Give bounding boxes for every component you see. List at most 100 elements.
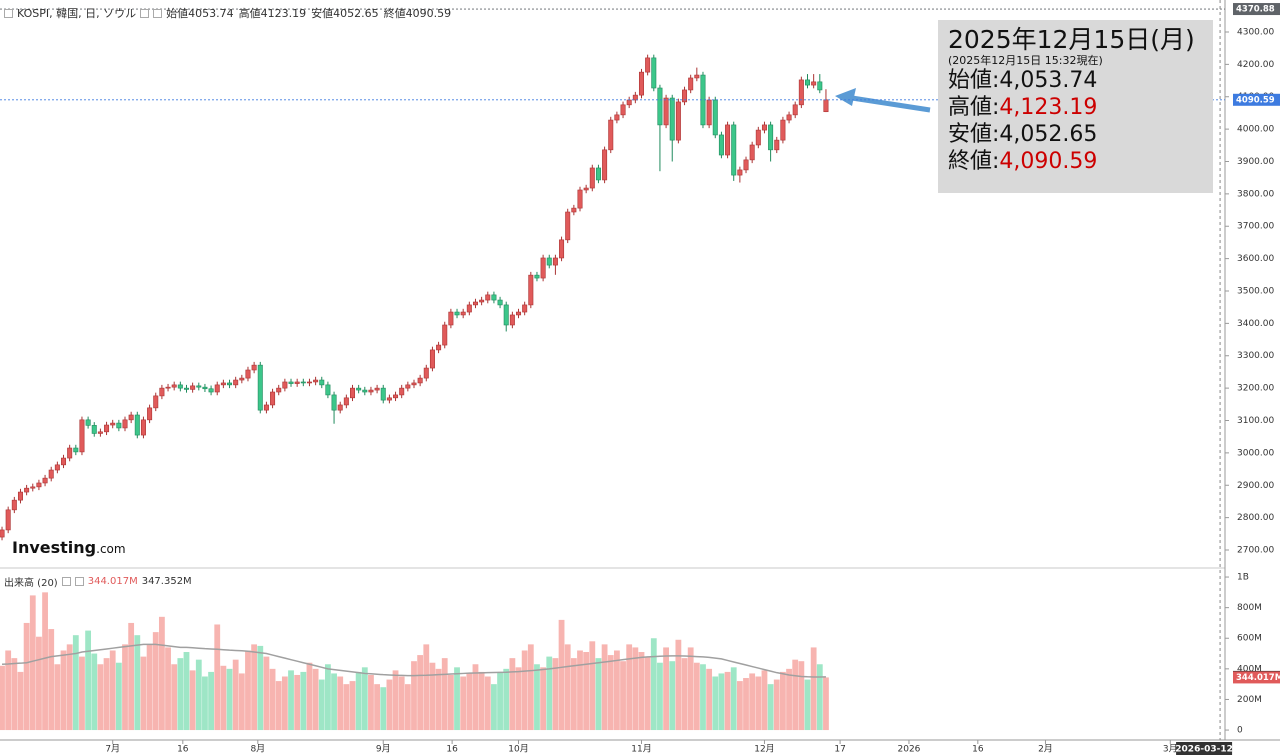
volume-bar xyxy=(792,659,799,731)
x-tick-label: 9月 xyxy=(376,744,391,755)
candle-body xyxy=(294,381,300,384)
volume-title: 出来高 (20) xyxy=(4,578,58,589)
annotation-value: 4,052.65 xyxy=(999,122,1098,147)
ohlc-label: 安値 xyxy=(311,7,334,20)
x-tick-label: 7月 xyxy=(105,744,120,755)
candle-body xyxy=(24,487,30,493)
volume-bar xyxy=(177,658,184,731)
icon xyxy=(4,8,13,18)
candle-body xyxy=(559,239,565,259)
volume-bar xyxy=(269,668,276,731)
candle-body xyxy=(36,482,42,488)
candle-body xyxy=(589,167,595,189)
volume-bar xyxy=(226,668,233,731)
volume-bar xyxy=(509,658,516,731)
candle-body xyxy=(208,388,214,393)
candle-body xyxy=(350,387,356,399)
volume-bar xyxy=(140,656,147,731)
annotation-value: 4,090.59 xyxy=(999,149,1098,174)
volume-value: 344.017M xyxy=(87,576,138,587)
candle-body xyxy=(73,447,79,453)
candle-body xyxy=(356,387,362,391)
volume-bar xyxy=(318,679,325,731)
candle-body xyxy=(202,386,208,390)
volume-bar xyxy=(337,676,344,731)
volume-header: 出来高 (20) 344.017M 347.352M xyxy=(4,574,192,589)
volume-bar xyxy=(165,647,171,731)
cursor-label: 2026-03-12 xyxy=(1175,745,1233,755)
candle-body xyxy=(134,414,140,436)
ohlc-label: 始値 xyxy=(166,7,189,20)
candle-body xyxy=(472,301,478,306)
volume-bar xyxy=(171,664,178,731)
candle-body xyxy=(491,294,497,301)
candle-body xyxy=(429,349,435,369)
volume-bar xyxy=(706,668,713,731)
volume-bar xyxy=(355,671,362,731)
volume-bar xyxy=(91,653,98,731)
icon xyxy=(74,577,84,586)
candle-body xyxy=(5,509,11,531)
annotation-date: 2025年12月15日(月) xyxy=(948,25,1195,54)
candle-body xyxy=(380,387,386,401)
y-tick-label: 0 xyxy=(1237,726,1243,736)
candle-body xyxy=(54,464,60,471)
candle-body xyxy=(343,397,349,406)
candle-body xyxy=(17,491,23,501)
annotation-label: 終値: xyxy=(948,149,1000,174)
candle-body xyxy=(645,57,651,73)
candle-body xyxy=(552,257,558,266)
candle-body xyxy=(712,99,718,136)
volume-bar xyxy=(11,658,18,731)
volume-bar xyxy=(454,667,460,731)
candle-body xyxy=(399,387,405,396)
candle-body xyxy=(571,207,577,213)
y-tick-label: 1B xyxy=(1237,573,1249,583)
y-tick-label: 4200.00 xyxy=(1237,60,1274,70)
volume-bar xyxy=(810,647,817,731)
volume-bar xyxy=(816,664,823,731)
volume-bar xyxy=(368,674,374,731)
candle-body xyxy=(257,364,263,411)
volume-bar xyxy=(380,687,387,731)
candle-body xyxy=(786,114,792,121)
icon xyxy=(61,577,71,586)
volume-bar xyxy=(546,656,553,731)
candle-body xyxy=(651,57,657,89)
candle-body xyxy=(737,169,743,176)
volume-bar xyxy=(675,639,682,731)
annotation-value: 4,053.74 xyxy=(999,68,1098,93)
volume-bar xyxy=(687,647,694,731)
volume-bar xyxy=(613,650,620,731)
candle-body xyxy=(595,167,601,181)
volume-bar xyxy=(626,644,633,731)
volume-bar xyxy=(23,622,30,731)
candle-body xyxy=(196,385,202,388)
candle-body xyxy=(171,384,177,388)
candle-body xyxy=(319,379,325,386)
volume-bar xyxy=(786,668,792,731)
logo-name: Investing xyxy=(12,538,97,557)
annotation-row: 始値:4,053.74 xyxy=(948,67,1203,94)
volume-bar xyxy=(17,671,24,731)
volume-bar xyxy=(325,664,331,731)
candle-body xyxy=(823,99,829,113)
candle-body xyxy=(251,364,257,371)
volume-bar xyxy=(398,676,405,731)
volume-bar xyxy=(780,671,786,731)
candle-body xyxy=(30,486,36,489)
candle-body xyxy=(509,314,515,326)
candle-body xyxy=(417,377,423,384)
y-tick-label: 3200.00 xyxy=(1237,384,1274,394)
candle-body xyxy=(602,149,608,181)
volume-bar xyxy=(755,676,762,731)
candle-body xyxy=(97,431,103,434)
y-tick-label: 3800.00 xyxy=(1237,189,1274,199)
candle-body xyxy=(110,422,116,426)
candle-body xyxy=(774,139,780,151)
candle-body xyxy=(798,79,804,106)
volume-bar xyxy=(607,655,614,731)
candle-body xyxy=(694,74,700,79)
